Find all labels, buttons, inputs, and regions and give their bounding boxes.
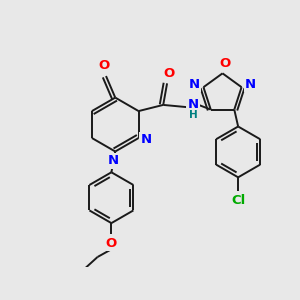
Text: N: N <box>141 133 152 146</box>
Text: N: N <box>245 78 256 91</box>
Text: O: O <box>98 59 109 72</box>
Text: N: N <box>189 78 200 91</box>
Text: N: N <box>108 154 119 167</box>
Text: O: O <box>219 57 230 70</box>
Text: O: O <box>106 237 117 250</box>
Text: Cl: Cl <box>231 194 245 207</box>
Text: H: H <box>189 110 198 120</box>
Text: O: O <box>163 67 174 80</box>
Text: N: N <box>188 98 199 111</box>
